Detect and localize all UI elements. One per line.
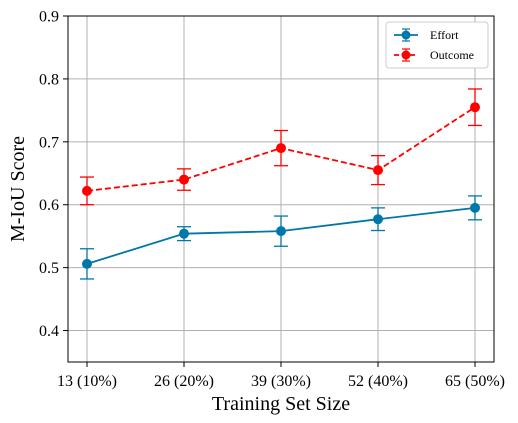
series-layer	[80, 88, 482, 280]
data-point	[373, 165, 383, 176]
x-tick-label: 65 (50%)	[445, 373, 505, 390]
y-tick-label: 0.8	[39, 71, 59, 88]
legend-entry-outcome: Outcome	[394, 48, 474, 62]
x-tick-label: 39 (30%)	[251, 373, 311, 390]
legend-marker	[401, 50, 411, 60]
data-point	[179, 174, 189, 185]
y-tick-label: 0.5	[39, 260, 59, 277]
legend-box	[385, 21, 489, 69]
x-tick-label: 26 (20%)	[154, 373, 214, 390]
y-tick-label: 0.7	[39, 134, 59, 151]
data-point	[373, 214, 383, 225]
y-tick-label: 0.6	[39, 197, 59, 214]
axes: 13 (10%) 26 (20%) 39 (30%) 52 (40%) 65 (50%)…	[39, 9, 505, 391]
data-point	[179, 228, 189, 239]
plot-frame	[67, 15, 495, 363]
data-point	[470, 102, 480, 113]
data-point	[82, 258, 92, 269]
series-effort	[80, 195, 482, 280]
y-tick-label: 0.9	[39, 9, 59, 26]
data-point	[276, 143, 286, 154]
data-point	[276, 226, 286, 237]
data-point	[470, 202, 480, 213]
x-tick-label: 52 (40%)	[348, 373, 408, 390]
x-axis-title: Training Set Size	[212, 393, 350, 415]
x-tick-label: 13 (10%)	[57, 373, 117, 390]
y-axis-title: M-IoU Score	[7, 136, 29, 242]
legend-marker	[401, 30, 411, 40]
legend: Effort Outcome	[385, 21, 489, 69]
legend-label: Outcome	[430, 48, 474, 62]
data-point	[82, 185, 92, 196]
legend-label: Effort	[430, 28, 459, 42]
y-tick-label: 0.4	[39, 323, 59, 340]
legend-entry-effort: Effort	[394, 28, 459, 42]
series-outcome	[80, 88, 482, 206]
